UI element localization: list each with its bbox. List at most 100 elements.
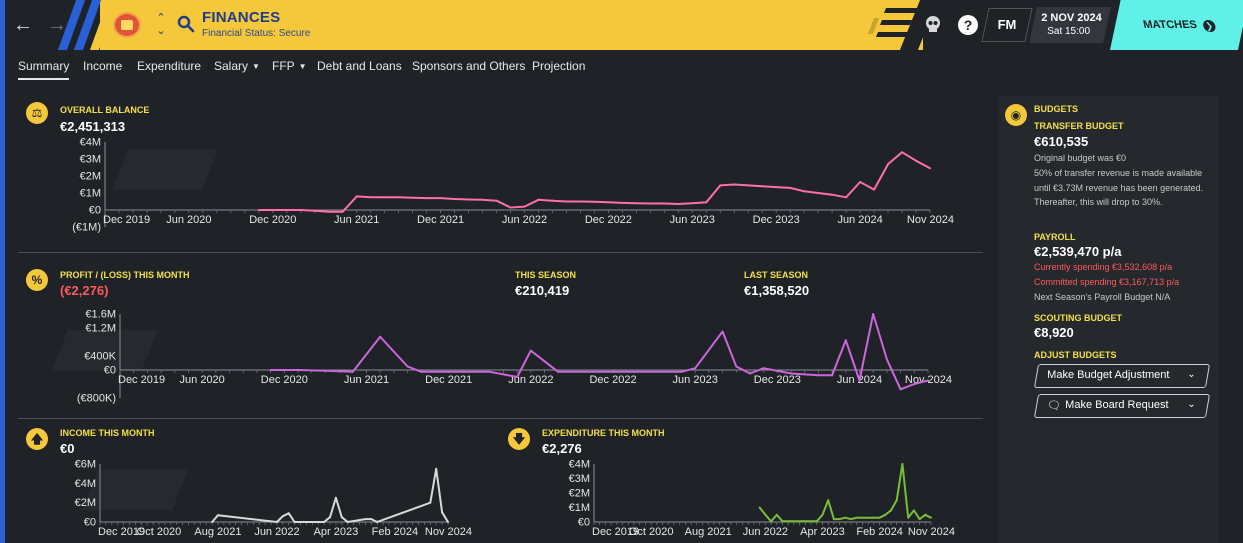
data-point[interactable] [924, 513, 927, 516]
data-point[interactable] [761, 185, 764, 188]
data-point[interactable] [918, 518, 921, 521]
data-point[interactable] [878, 516, 881, 519]
data-point[interactable] [557, 370, 560, 373]
data-point[interactable] [329, 516, 332, 519]
data-point[interactable] [429, 501, 432, 504]
data-point[interactable] [593, 200, 596, 203]
data-point[interactable] [537, 198, 540, 201]
data-point[interactable] [762, 367, 765, 370]
data-point[interactable] [653, 370, 656, 373]
data-point[interactable] [351, 370, 354, 373]
data-point[interactable] [817, 192, 820, 194]
data-point[interactable] [570, 370, 573, 373]
data-point[interactable] [420, 370, 423, 373]
data-point[interactable] [873, 188, 876, 191]
data-point[interactable] [721, 330, 724, 333]
data-point[interactable] [915, 159, 918, 162]
data-point[interactable] [850, 518, 853, 521]
data-point[interactable] [447, 521, 449, 523]
data-point[interactable] [775, 513, 778, 516]
data-point[interactable] [844, 516, 847, 519]
data-point[interactable] [680, 370, 683, 373]
data-point[interactable] [649, 202, 652, 205]
data-point[interactable] [621, 201, 624, 204]
data-point[interactable] [899, 388, 902, 391]
data-point[interactable] [625, 370, 628, 373]
series-line[interactable] [211, 467, 449, 523]
game-date[interactable]: 2 NOV 2024 Sat 15:00 [1029, 7, 1111, 43]
data-point[interactable] [481, 198, 484, 201]
data-point[interactable] [831, 193, 834, 196]
data-point[interactable] [598, 370, 601, 373]
tab-ffp[interactable]: FFP ▼ [272, 59, 307, 73]
data-point[interactable] [346, 521, 349, 523]
data-point[interactable] [735, 365, 738, 368]
data-point[interactable] [845, 196, 848, 199]
tab-debt-and-loans[interactable]: Debt and Loans [317, 59, 402, 73]
matches-button[interactable]: MATCHES ❯ [1110, 0, 1243, 50]
data-point[interactable] [758, 506, 761, 509]
data-point[interactable] [340, 516, 343, 519]
data-point[interactable] [912, 509, 915, 512]
data-point[interactable] [355, 195, 358, 198]
help-icon[interactable]: ? [958, 15, 978, 35]
data-point[interactable] [930, 516, 932, 519]
data-point[interactable] [691, 202, 694, 205]
data-point[interactable] [461, 370, 464, 373]
data-point[interactable] [733, 183, 736, 186]
data-point[interactable] [663, 202, 666, 205]
data-point[interactable] [607, 201, 610, 204]
data-point[interactable] [775, 186, 778, 189]
data-point[interactable] [635, 202, 638, 205]
data-point[interactable] [858, 379, 861, 382]
data-point[interactable] [299, 209, 302, 211]
forward-arrow-icon[interactable]: → [47, 14, 67, 36]
tab-salary[interactable]: Salary ▼ [214, 59, 260, 73]
skull-icon[interactable] [922, 14, 944, 36]
data-point[interactable] [313, 209, 316, 212]
data-point[interactable] [285, 209, 288, 211]
tab-income[interactable]: Income [83, 59, 122, 73]
data-point[interactable] [211, 521, 214, 523]
data-point[interactable] [821, 513, 824, 516]
data-point[interactable] [433, 370, 436, 373]
data-point[interactable] [411, 196, 414, 199]
tab-sponsors-and-others[interactable]: Sponsors and Others [412, 59, 525, 73]
data-point[interactable] [216, 514, 219, 517]
data-point[interactable] [441, 511, 444, 514]
data-point[interactable] [927, 379, 929, 382]
balance-chart[interactable]: €4M €3M €2M €1M €0 (€1M)Dec 2019 Jun 2020 Dec 2… [60, 134, 970, 242]
data-point[interactable] [383, 196, 386, 199]
data-point[interactable] [747, 184, 750, 187]
data-point[interactable] [467, 198, 470, 201]
data-point[interactable] [694, 367, 697, 370]
data-point[interactable] [827, 499, 830, 502]
data-point[interactable] [890, 509, 893, 512]
data-point[interactable] [271, 209, 274, 211]
profit-chart[interactable]: €1.6M €1.2M €400K €0 (€800K)Dec 2019 Jun 2020… [60, 306, 970, 410]
data-point[interactable] [257, 209, 260, 211]
data-point[interactable] [831, 374, 834, 377]
data-point[interactable] [509, 206, 512, 209]
data-point[interactable] [885, 358, 888, 361]
data-point[interactable] [803, 190, 806, 193]
data-point[interactable] [516, 376, 519, 378]
data-point[interactable] [565, 200, 568, 203]
series-line[interactable] [758, 463, 932, 523]
data-point[interactable] [397, 196, 400, 199]
search-icon[interactable] [177, 15, 195, 33]
data-point[interactable] [425, 197, 428, 200]
tab-expenditure[interactable]: Expenditure [137, 59, 201, 73]
data-point[interactable] [495, 199, 498, 202]
data-point[interactable] [872, 313, 875, 315]
data-point[interactable] [770, 520, 773, 523]
data-point[interactable] [341, 210, 344, 213]
data-point[interactable] [323, 521, 326, 523]
data-point[interactable] [817, 374, 820, 377]
data-point[interactable] [529, 349, 532, 352]
data-point[interactable] [815, 520, 818, 523]
data-point[interactable] [929, 167, 931, 170]
data-point[interactable] [364, 518, 367, 521]
